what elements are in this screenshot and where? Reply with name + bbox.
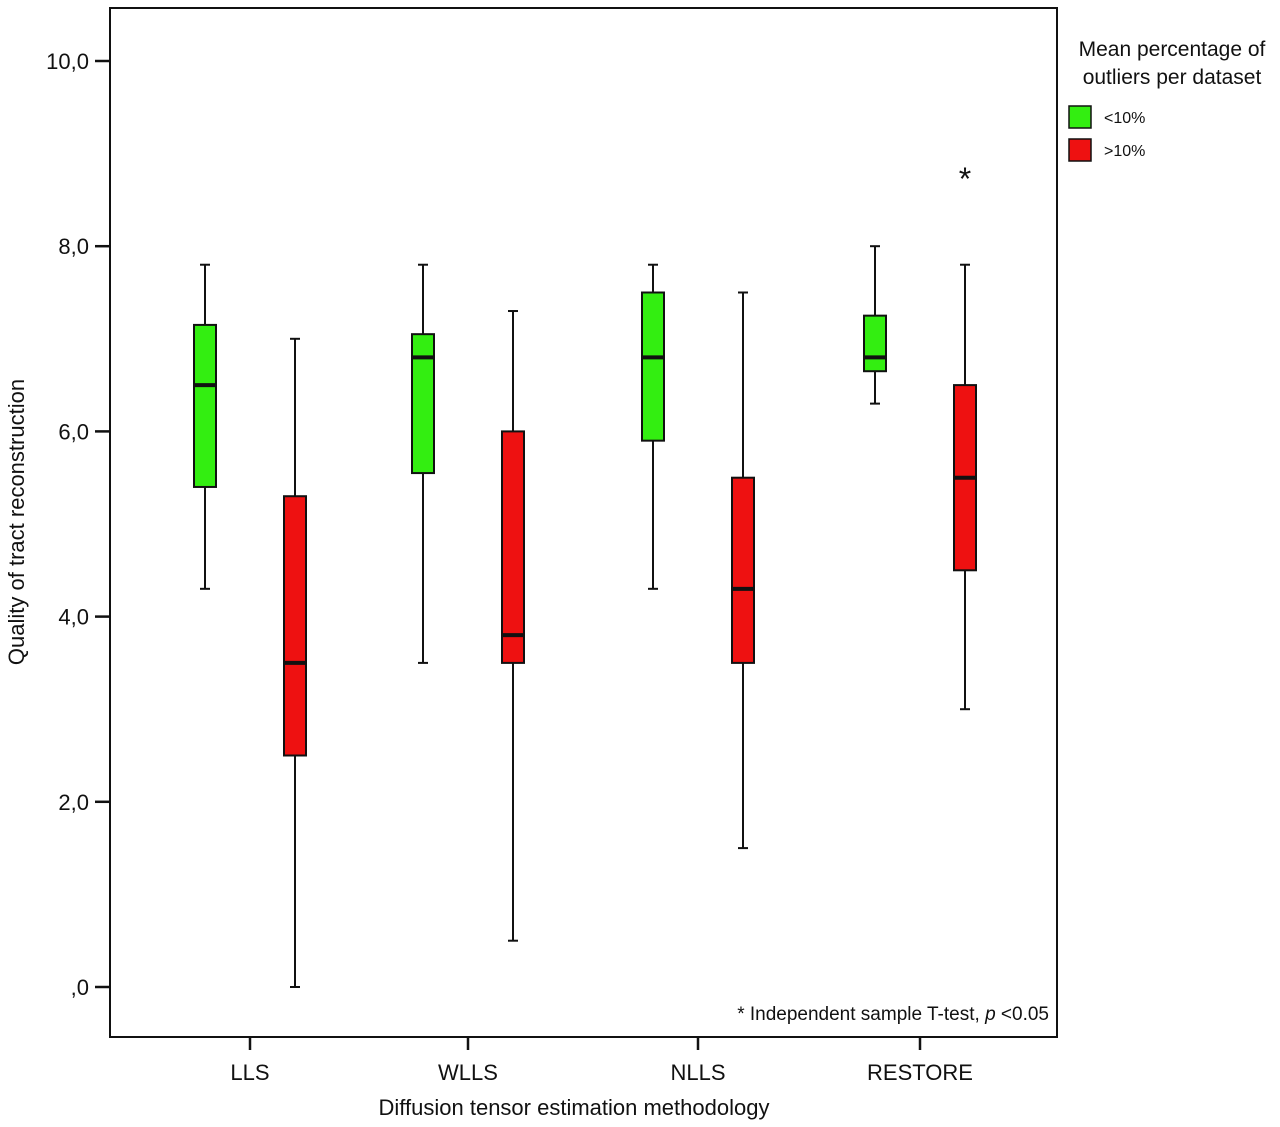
legend-swatch-high — [1068, 138, 1092, 162]
box-nlls-series-2 — [731, 291, 755, 850]
significance-marker: * — [959, 161, 971, 197]
iqr-box — [501, 430, 525, 664]
legend-swatch-low — [1068, 105, 1092, 129]
significance-note: * Independent sample T-test, p <0.05 — [737, 1004, 1049, 1025]
iqr-box — [283, 495, 307, 757]
y-axis: ,0 2,0 4,0 6,0 8,0 10,0 — [46, 49, 110, 1000]
x-axis: LLS WLLS NLLS RESTORE — [230, 1037, 973, 1085]
x-tick-label: NLLS — [670, 1060, 725, 1085]
box-restore-series-1 — [863, 245, 887, 405]
legend: Mean percentage of outliers per dataset … — [1068, 38, 1266, 162]
x-axis-title: Diffusion tensor estimation methodology — [379, 1095, 770, 1120]
x-tick-label: WLLS — [438, 1060, 498, 1085]
y-tick-label: 8,0 — [58, 234, 89, 259]
y-tick-label: 10,0 — [46, 49, 89, 74]
box-nlls-series-1 — [641, 263, 665, 590]
legend-label-low: <10% — [1104, 110, 1145, 127]
box-lls-series-1 — [193, 263, 217, 590]
legend-title-line1: Mean percentage of — [1079, 38, 1266, 61]
box-wlls-series-1 — [411, 263, 435, 664]
annotations: * — [959, 161, 971, 197]
legend-label-high: >10% — [1104, 143, 1145, 160]
x-tick-label: LLS — [230, 1060, 269, 1085]
box-series-group — [193, 245, 977, 988]
x-tick-label: RESTORE — [867, 1060, 973, 1085]
box-wlls-series-2 — [501, 310, 525, 942]
iqr-box — [641, 291, 665, 442]
box-restore-series-2 — [953, 263, 977, 711]
y-tick-label: 2,0 — [58, 790, 89, 815]
box-lls-series-2 — [283, 337, 307, 988]
y-axis-title: Quality of tract reconstruction — [4, 379, 29, 665]
plot-frame — [109, 7, 1058, 1038]
iqr-box — [411, 333, 435, 475]
y-tick-label: ,0 — [71, 975, 89, 1000]
iqr-box — [193, 323, 217, 488]
iqr-box — [731, 476, 755, 664]
iqr-box — [863, 314, 887, 373]
y-tick-label: 6,0 — [58, 419, 89, 444]
y-tick-label: 4,0 — [58, 605, 89, 630]
legend-title-line2: outliers per dataset — [1083, 66, 1262, 89]
